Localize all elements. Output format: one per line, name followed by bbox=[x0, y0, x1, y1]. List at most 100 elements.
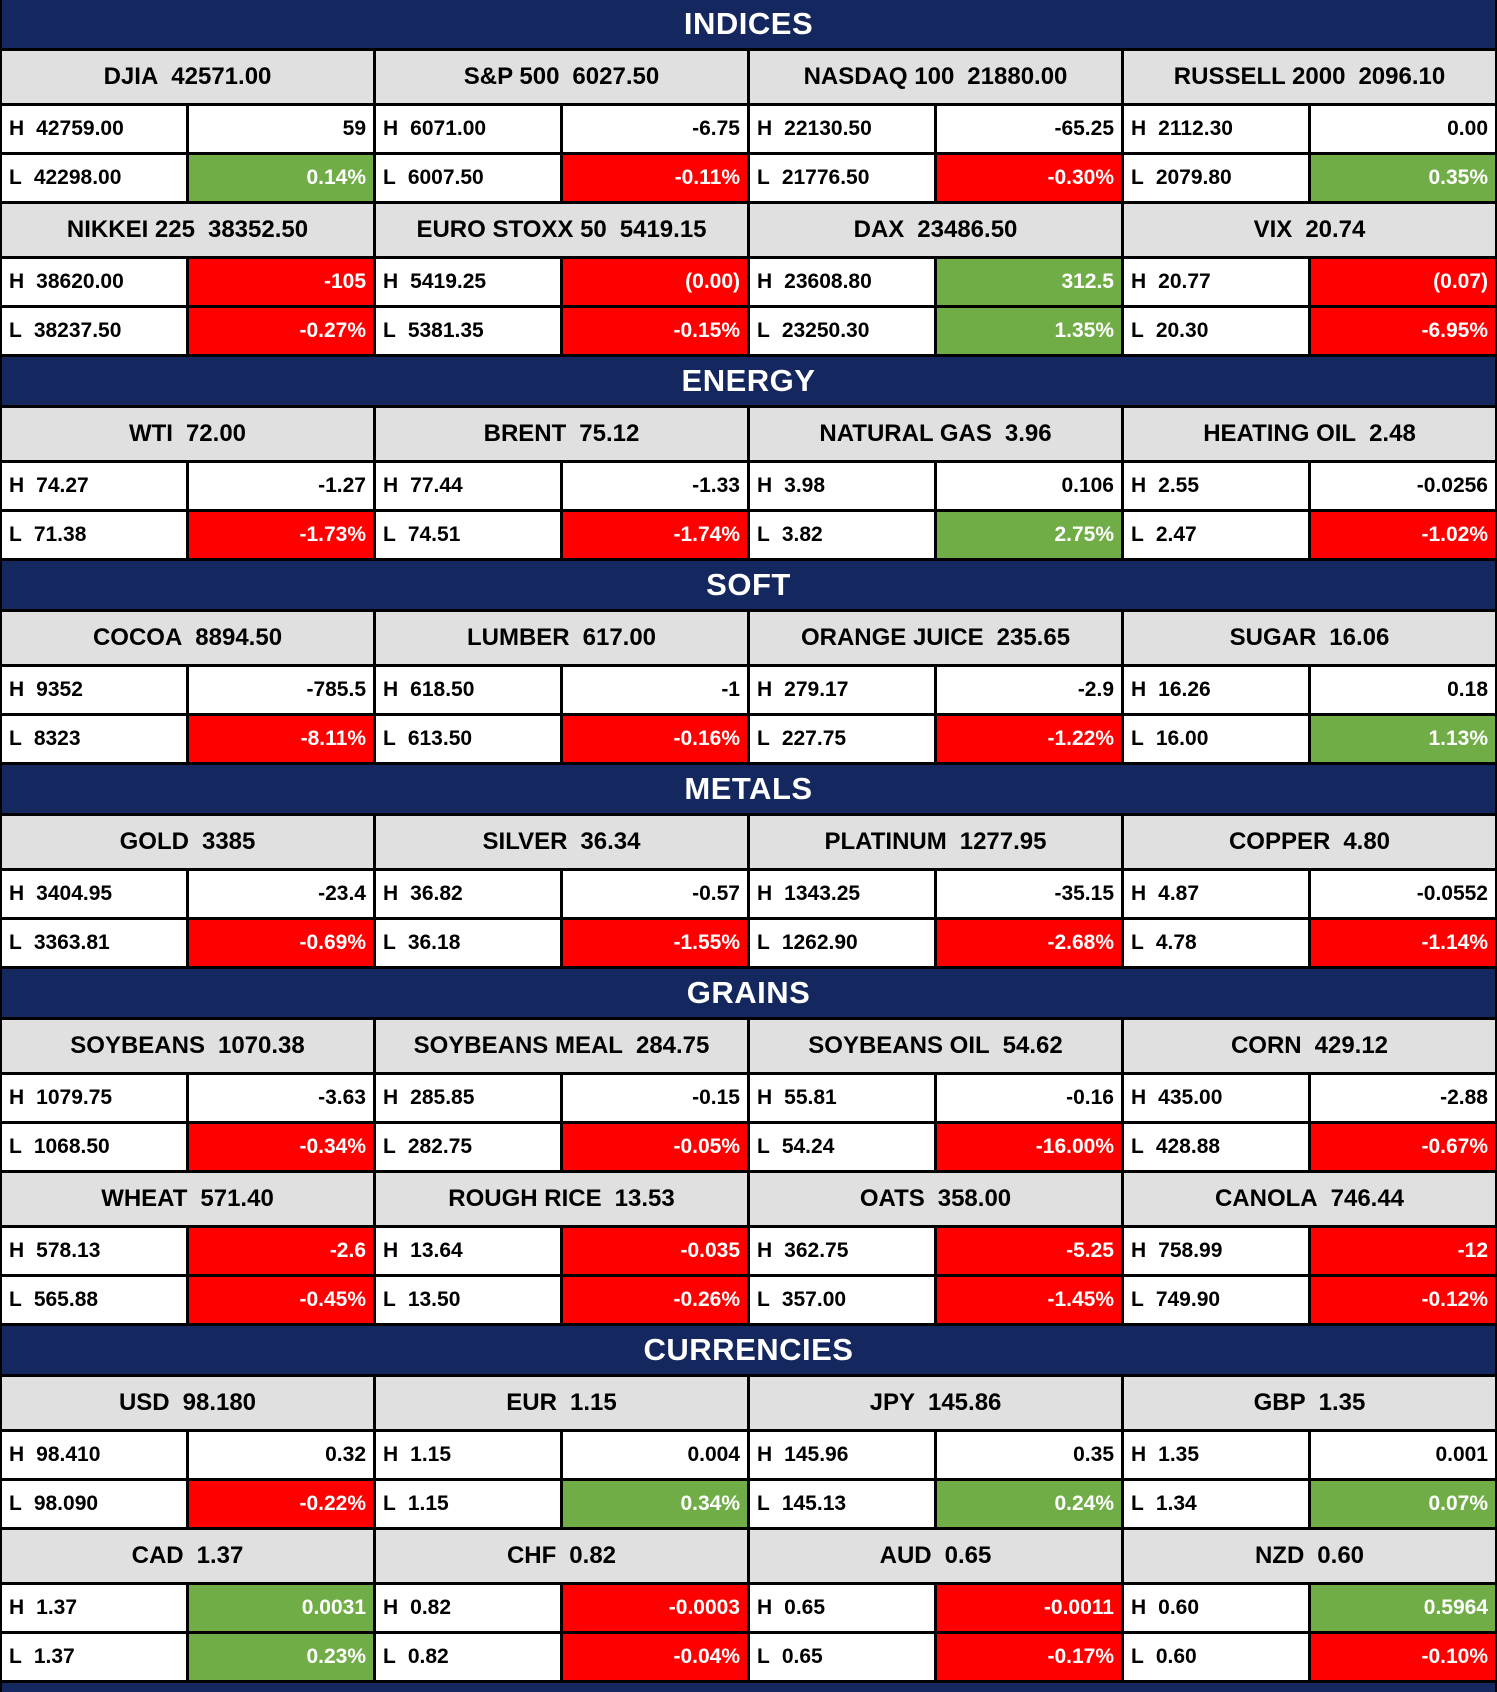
high-label: H bbox=[1131, 1596, 1147, 1619]
low-label: L bbox=[9, 1135, 22, 1158]
instrument-name: RUSSELL 2000 bbox=[1173, 63, 1346, 90]
instrument-price: 571.40 bbox=[200, 1185, 274, 1212]
high-change-cell: 59 bbox=[189, 106, 373, 152]
low-cell: L 6007.50 bbox=[376, 155, 560, 201]
high-change-cell: -2.6 bbox=[189, 1228, 373, 1274]
instrument-header: WTI 72.00 bbox=[2, 408, 373, 460]
high-label: H bbox=[383, 270, 399, 293]
instrument-header: EURO STOXX 50 5419.15 bbox=[376, 204, 747, 256]
instrument-header: SOYBEANS MEAL 284.75 bbox=[376, 1020, 747, 1072]
low-cell: L 0.60 bbox=[1124, 1634, 1308, 1680]
instrument-header: NZD 0.60 bbox=[1124, 1530, 1495, 1582]
high-label: H bbox=[1131, 270, 1147, 293]
instrument-price: 98.180 bbox=[182, 1389, 257, 1416]
instrument-price: 0.82 bbox=[569, 1542, 617, 1569]
low-cell: L 1.37 bbox=[2, 1634, 186, 1680]
low-value: 0.65 bbox=[781, 1645, 823, 1668]
section-title: METALS bbox=[2, 765, 1495, 813]
high-label: H bbox=[1131, 474, 1147, 497]
low-label: L bbox=[383, 1288, 396, 1311]
instrument-price: 4.80 bbox=[1343, 828, 1391, 855]
pct-change-cell: -1.73% bbox=[189, 512, 373, 558]
high-value: 5419.25 bbox=[410, 270, 487, 293]
section-grains: GRAINS SOYBEANS 1070.38 SOYBEANS MEAL 284.75… bbox=[2, 966, 1495, 1323]
high-cell: H 145.96 bbox=[750, 1432, 934, 1478]
low-value: 6007.50 bbox=[407, 166, 484, 189]
instrument-name: SOYBEANS MEAL bbox=[413, 1032, 623, 1059]
high-label: H bbox=[757, 1443, 773, 1466]
low-cell: L 36.18 bbox=[376, 920, 560, 966]
high-change-cell: 0.32 bbox=[189, 1432, 373, 1478]
instrument-header: LUMBER 617.00 bbox=[376, 612, 747, 664]
instrument-row-group: GOLD 3385 SILVER 36.34 PLATINUM 1277.95 COPPER… bbox=[2, 816, 1495, 966]
low-value: 2079.80 bbox=[1155, 166, 1232, 189]
high-value: 2.55 bbox=[1158, 474, 1200, 497]
high-change-cell: -0.0011 bbox=[937, 1585, 1121, 1631]
pct-change-cell: -0.27% bbox=[189, 308, 373, 354]
instrument-name: ORANGE JUICE bbox=[800, 624, 984, 651]
high-value: 36.82 bbox=[410, 882, 463, 905]
high-value: 22130.50 bbox=[784, 117, 872, 140]
instrument-header: BRENT 75.12 bbox=[376, 408, 747, 460]
low-cell: L 20.30 bbox=[1124, 308, 1308, 354]
low-value: 42298.00 bbox=[33, 166, 122, 189]
high-cell: H 2.55 bbox=[1124, 463, 1308, 509]
high-cell: H 285.85 bbox=[376, 1075, 560, 1121]
high-value: 279.17 bbox=[784, 678, 849, 701]
low-label: L bbox=[1131, 523, 1144, 546]
low-value: 38237.50 bbox=[33, 319, 122, 342]
low-label: L bbox=[1131, 1492, 1144, 1515]
low-value: 0.60 bbox=[1155, 1645, 1197, 1668]
high-change-cell: -0.035 bbox=[563, 1228, 747, 1274]
low-label: L bbox=[9, 1288, 22, 1311]
instrument-header: PLATINUM 1277.95 bbox=[750, 816, 1121, 868]
instrument-row-group: NIKKEI 225 38352.50 EURO STOXX 50 5419.15 DA… bbox=[2, 204, 1495, 354]
high-value: 3.98 bbox=[784, 474, 826, 497]
instrument-name: USD bbox=[118, 1389, 170, 1416]
high-value: 2112.30 bbox=[1158, 117, 1233, 140]
low-value: 613.50 bbox=[407, 727, 473, 750]
pct-change-cell: -1.14% bbox=[1311, 920, 1495, 966]
high-cell: H 618.50 bbox=[376, 667, 560, 713]
section-currencies: CURRENCIES USD 98.180 EUR 1.15 JPY 145.86 GBP 1.… bbox=[2, 1323, 1495, 1680]
low-label: L bbox=[757, 523, 770, 546]
high-cell: H 74.27 bbox=[2, 463, 186, 509]
instrument-header: OATS 358.00 bbox=[750, 1173, 1121, 1225]
high-change-cell: -6.75 bbox=[563, 106, 747, 152]
high-label: H bbox=[1131, 1443, 1147, 1466]
instrument-price: 23486.50 bbox=[917, 216, 1018, 243]
low-cell: L 613.50 bbox=[376, 716, 560, 762]
high-cell: H 435.00 bbox=[1124, 1075, 1308, 1121]
high-cell: H 6071.00 bbox=[376, 106, 560, 152]
instrument-name: SUGAR bbox=[1229, 624, 1317, 651]
pct-change-cell: -0.10% bbox=[1311, 1634, 1495, 1680]
high-change-cell: -2.88 bbox=[1311, 1075, 1495, 1121]
low-cell: L 0.82 bbox=[376, 1634, 560, 1680]
instrument-name: GOLD bbox=[119, 828, 189, 855]
instrument-header: CANOLA 746.44 bbox=[1124, 1173, 1495, 1225]
instrument-price: 72.00 bbox=[185, 420, 247, 447]
low-label: L bbox=[383, 523, 396, 546]
instrument-name: CANOLA bbox=[1214, 1185, 1318, 1212]
pct-change-cell: 1.35% bbox=[937, 308, 1121, 354]
low-cell: L 1262.90 bbox=[750, 920, 934, 966]
pct-change-cell: 2.75% bbox=[937, 512, 1121, 558]
pct-change-cell: -0.15% bbox=[563, 308, 747, 354]
section-indices: INDICES DJIA 42571.00 S&P 500 6027.50 NASDAQ … bbox=[2, 0, 1495, 354]
instrument-header: WHEAT 571.40 bbox=[2, 1173, 373, 1225]
low-label: L bbox=[383, 166, 396, 189]
high-label: H bbox=[383, 117, 399, 140]
instrument-name: WTI bbox=[128, 420, 173, 447]
low-cell: L 38237.50 bbox=[2, 308, 186, 354]
low-cell: L 3.82 bbox=[750, 512, 934, 558]
high-label: H bbox=[9, 1596, 25, 1619]
instrument-name: HEATING OIL bbox=[1203, 420, 1357, 447]
low-label: L bbox=[757, 1135, 770, 1158]
low-value: 0.82 bbox=[407, 1645, 449, 1668]
instrument-price: 746.44 bbox=[1330, 1185, 1405, 1212]
instrument-header: NASDAQ 100 21880.00 bbox=[750, 51, 1121, 103]
low-value: 565.88 bbox=[33, 1288, 99, 1311]
high-cell: H 1.35 bbox=[1124, 1432, 1308, 1478]
high-change-cell: 0.5964 bbox=[1311, 1585, 1495, 1631]
instrument-name: SILVER bbox=[482, 828, 568, 855]
